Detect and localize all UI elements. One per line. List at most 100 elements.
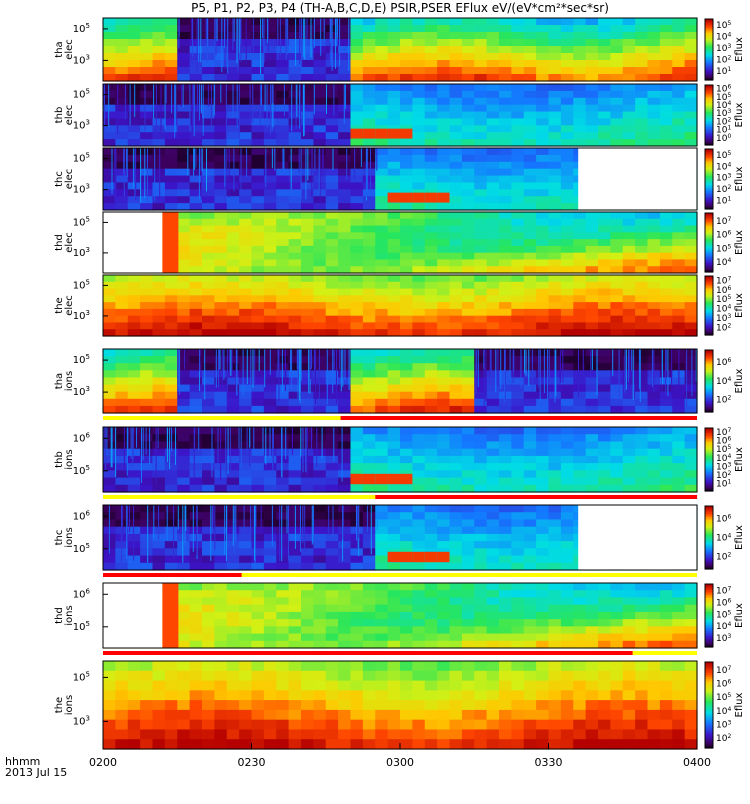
heat-cell <box>313 512 326 520</box>
heat-cell <box>474 626 487 634</box>
heat-cell <box>450 253 463 260</box>
heat-cell <box>165 139 178 146</box>
heat-cell <box>190 226 203 233</box>
heat-cell <box>573 590 586 598</box>
heat-cell <box>153 329 166 336</box>
heat-cell <box>338 316 351 323</box>
heat-cell <box>264 385 277 393</box>
heat-cell <box>524 239 537 246</box>
heat-cell <box>227 139 240 146</box>
heat-cell <box>264 392 277 400</box>
heat-cell <box>363 541 376 549</box>
heat-cell <box>351 295 364 302</box>
colorbar-tick-exponent: 7 <box>727 586 731 593</box>
heat-cell <box>672 619 685 627</box>
heat-cell <box>227 295 240 302</box>
heat-cell <box>598 212 611 219</box>
heat-cell <box>648 139 661 146</box>
heat-cell <box>536 196 549 203</box>
heat-cell <box>573 399 586 407</box>
heat-cell <box>672 74 685 82</box>
heat-cell <box>511 239 524 246</box>
heat-cell <box>338 246 351 253</box>
heat-cell <box>524 478 537 486</box>
heat-cell <box>635 329 648 336</box>
heat-cell <box>499 203 512 210</box>
heat-cell <box>338 226 351 233</box>
heat-cell <box>252 203 265 210</box>
heat-cell <box>276 548 289 556</box>
heat-cell <box>450 349 463 357</box>
heat-cell <box>561 212 574 219</box>
heat-cell <box>672 105 685 112</box>
heat-cell <box>487 98 500 105</box>
heat-cell <box>252 219 265 226</box>
heat-cell <box>190 289 203 296</box>
heat-cell <box>227 392 240 400</box>
heat-cell <box>635 485 648 493</box>
heat-cell <box>227 316 240 323</box>
heat-cell <box>524 527 537 535</box>
heat-cell <box>202 282 215 289</box>
heat-cell <box>338 519 351 527</box>
heat-cell <box>363 370 376 378</box>
heat-cell <box>672 275 685 282</box>
heat-cell <box>264 259 277 266</box>
heat-cell <box>338 563 351 571</box>
heat-cell <box>338 612 351 620</box>
heat-cell <box>177 671 190 681</box>
heat-cell <box>140 385 153 393</box>
heat-cell <box>536 226 549 233</box>
heat-cell <box>511 434 524 442</box>
heat-cell <box>239 619 252 627</box>
heat-cell <box>610 139 623 146</box>
heat-cell <box>561 619 574 627</box>
heat-cell <box>437 519 450 527</box>
heat-cell <box>623 597 636 605</box>
heat-cell <box>586 212 599 219</box>
heat-cell <box>301 246 314 253</box>
heat-cell <box>462 322 475 329</box>
heat-cell <box>549 275 562 282</box>
heat-cell <box>400 309 413 316</box>
heat-cell <box>487 563 500 571</box>
heat-cell <box>623 39 636 47</box>
heat-cell <box>289 275 302 282</box>
heat-cell <box>487 125 500 132</box>
heat-cell <box>140 105 153 112</box>
heat-cell <box>549 449 562 457</box>
heat-cell <box>450 282 463 289</box>
heat-cell <box>202 53 215 61</box>
heat-cell <box>252 91 265 98</box>
heat-cell <box>375 548 388 556</box>
heat-cell <box>363 619 376 627</box>
heat-cell <box>648 485 661 493</box>
heat-cell <box>487 169 500 176</box>
heat-cell <box>524 399 537 407</box>
heat-cell <box>375 597 388 605</box>
heat-cell <box>536 634 549 642</box>
colorbar-tick-exponent: 3 <box>727 173 731 180</box>
heat-cell <box>660 18 673 26</box>
heat-cell <box>561 253 574 260</box>
heat-cell <box>499 619 512 627</box>
heat-cell <box>549 634 562 642</box>
heat-cell <box>400 32 413 40</box>
heat-cell <box>561 282 574 289</box>
heat-cell <box>313 505 326 513</box>
y-tick-exponent: 6 <box>86 587 91 595</box>
heat-cell <box>425 406 438 414</box>
heat-cell <box>437 478 450 486</box>
heat-cell <box>536 605 549 613</box>
heat-cell <box>425 463 438 471</box>
heat-cell <box>549 548 562 556</box>
heat-cell <box>536 219 549 226</box>
heat-cell <box>536 182 549 189</box>
heat-cell <box>264 377 277 385</box>
heat-cell <box>177 527 190 535</box>
heat-cell <box>598 329 611 336</box>
heat-cell <box>301 60 314 68</box>
panel-label: thcions <box>54 527 75 547</box>
colorbar-tick-label: 104 <box>716 161 731 172</box>
heat-cell <box>610 253 623 260</box>
